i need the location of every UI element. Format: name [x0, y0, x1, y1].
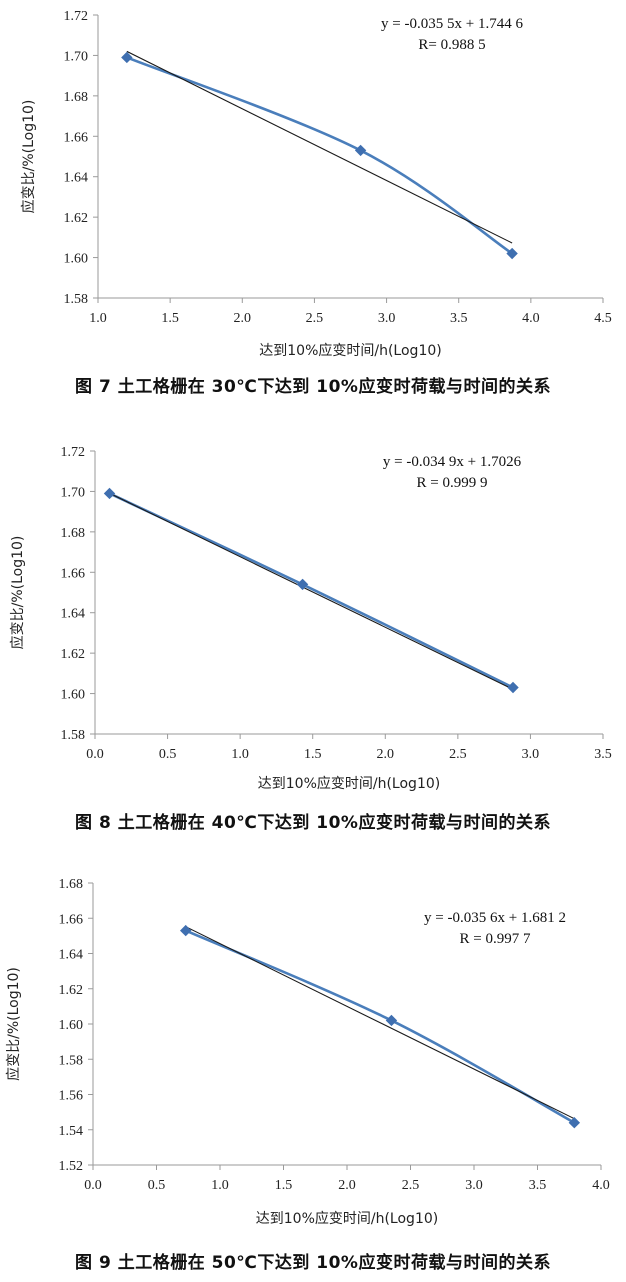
chart-50c-caption: 图 9 土工格栅在 50℃下达到 10%应变时荷载与时间的关系 [75, 1253, 551, 1273]
chart-40c: 1.58 1.60 1.62 1.64 1.66 1.68 1.70 1.72 0.0 0.5 1.… [0, 428, 626, 848]
y-tick-label: 1.58 [64, 292, 89, 307]
y-tick-label: 1.60 [61, 688, 86, 703]
x-tick-label: 1.5 [161, 311, 179, 326]
y-tick-label: 1.58 [61, 728, 86, 743]
y-tick-label: 1.56 [59, 1089, 84, 1104]
y-tick-label: 1.62 [59, 983, 84, 998]
x-tick-label: 3.0 [378, 311, 396, 326]
x-tick-label: 4.5 [594, 311, 612, 326]
data-point [506, 247, 518, 260]
y-axis-title: 应变比/%(Log10) [5, 967, 22, 1081]
x-tick-label: 0.0 [86, 747, 104, 762]
y-tick-label: 1.64 [59, 948, 84, 963]
chart-40c-plot: 1.58 1.60 1.62 1.64 1.66 1.68 1.70 1.72 0.0 0.5 1.… [9, 445, 612, 792]
y-tick-label: 1.62 [64, 211, 89, 226]
x-tick-label: 1.0 [89, 311, 107, 326]
x-tick-label: 3.5 [594, 747, 612, 762]
y-tick-label: 1.62 [61, 647, 86, 662]
x-tick-label: 1.0 [211, 1178, 229, 1193]
trendline [126, 50, 513, 244]
chart-50c: 1.52 1.54 1.56 1.58 1.60 1.62 1.64 1.66 1.68 0.0 0… [0, 868, 626, 1282]
y-tick-label: 1.60 [59, 1018, 84, 1033]
y-axis-title: 应变比/%(Log10) [9, 536, 26, 650]
series-line [185, 929, 575, 1124]
trendline-equation: y = -0.035 5x + 1.744 6 [381, 16, 523, 32]
y-tick-label: 1.66 [64, 130, 89, 145]
trendline [109, 492, 514, 690]
chart-30c: 1.58 1.60 1.62 1.64 1.66 1.68 1.70 1.72 1.0 1.5 2.… [0, 0, 626, 398]
x-tick-label: 3.5 [529, 1178, 547, 1193]
chart-30c-plot: 1.58 1.60 1.62 1.64 1.66 1.68 1.70 1.72 1.0 1.5 2.… [20, 9, 612, 359]
data-point [354, 144, 367, 157]
trendline-equation: y = -0.035 6x + 1.681 2 [424, 910, 566, 926]
x-axis-title: 达到10%应变时间/h(Log10) [256, 1210, 438, 1227]
y-tick-label: 1.70 [64, 49, 89, 64]
chart-40c-caption: 图 8 土工格栅在 40℃下达到 10%应变时荷载与时间的关系 [75, 813, 551, 833]
x-tick-label: 2.0 [338, 1178, 356, 1193]
x-tick-label: 0.5 [159, 747, 177, 762]
chart-50c-plot: 1.52 1.54 1.56 1.58 1.60 1.62 1.64 1.66 1.68 0.0 0… [5, 877, 610, 1227]
x-axis-title: 达到10%应变时间/h(Log10) [259, 342, 441, 359]
x-tick-label: 1.5 [275, 1178, 293, 1193]
y-tick-label: 1.66 [59, 912, 84, 927]
x-tick-label: 1.5 [304, 747, 322, 762]
y-tick-label: 1.60 [64, 252, 89, 267]
data-point [180, 924, 192, 937]
r-value: R = 0.997 7 [460, 931, 531, 947]
y-tick-label: 1.66 [61, 566, 86, 581]
x-tick-label: 2.0 [377, 747, 395, 762]
x-tick-label: 1.0 [231, 747, 249, 762]
x-tick-label: 0.5 [148, 1178, 166, 1193]
trendline [185, 926, 575, 1120]
data-point [121, 51, 133, 64]
r-value: R = 0.999 9 [417, 475, 488, 491]
data-point [507, 681, 519, 694]
y-tick-label: 1.58 [59, 1053, 84, 1068]
x-tick-label: 3.0 [522, 747, 540, 762]
data-point [568, 1116, 581, 1129]
y-axis-title: 应变比/%(Log10) [20, 100, 37, 214]
trendline-equation: y = -0.034 9x + 1.7026 [383, 454, 522, 470]
y-tick-label: 1.64 [61, 607, 86, 622]
r-value: R= 0.988 5 [418, 37, 485, 53]
x-tick-label: 3.0 [465, 1178, 483, 1193]
x-tick-label: 3.5 [450, 311, 468, 326]
data-point [103, 487, 116, 500]
y-tick-label: 1.72 [61, 445, 86, 460]
x-tick-label: 4.0 [522, 311, 540, 326]
x-tick-label: 4.0 [592, 1178, 610, 1193]
y-tick-label: 1.72 [64, 9, 89, 24]
x-tick-label: 2.5 [449, 747, 467, 762]
x-tick-label: 2.0 [234, 311, 252, 326]
x-tick-label: 0.0 [84, 1178, 102, 1193]
y-tick-label: 1.54 [59, 1124, 84, 1139]
data-point [385, 1014, 398, 1027]
y-tick-label: 1.68 [64, 90, 89, 105]
y-tick-label: 1.70 [61, 485, 86, 500]
y-tick-label: 1.68 [59, 877, 84, 892]
x-tick-label: 2.5 [402, 1178, 420, 1193]
x-axis-title: 达到10%应变时间/h(Log10) [258, 775, 440, 792]
chart-30c-caption: 图 7 土工格栅在 30℃下达到 10%应变时荷载与时间的关系 [75, 377, 551, 397]
x-tick-label: 2.5 [306, 311, 324, 326]
y-tick-label: 1.68 [61, 526, 86, 541]
y-tick-label: 1.64 [64, 171, 89, 186]
y-tick-label: 1.52 [59, 1159, 84, 1174]
data-point [296, 578, 309, 591]
series-line [126, 56, 513, 255]
